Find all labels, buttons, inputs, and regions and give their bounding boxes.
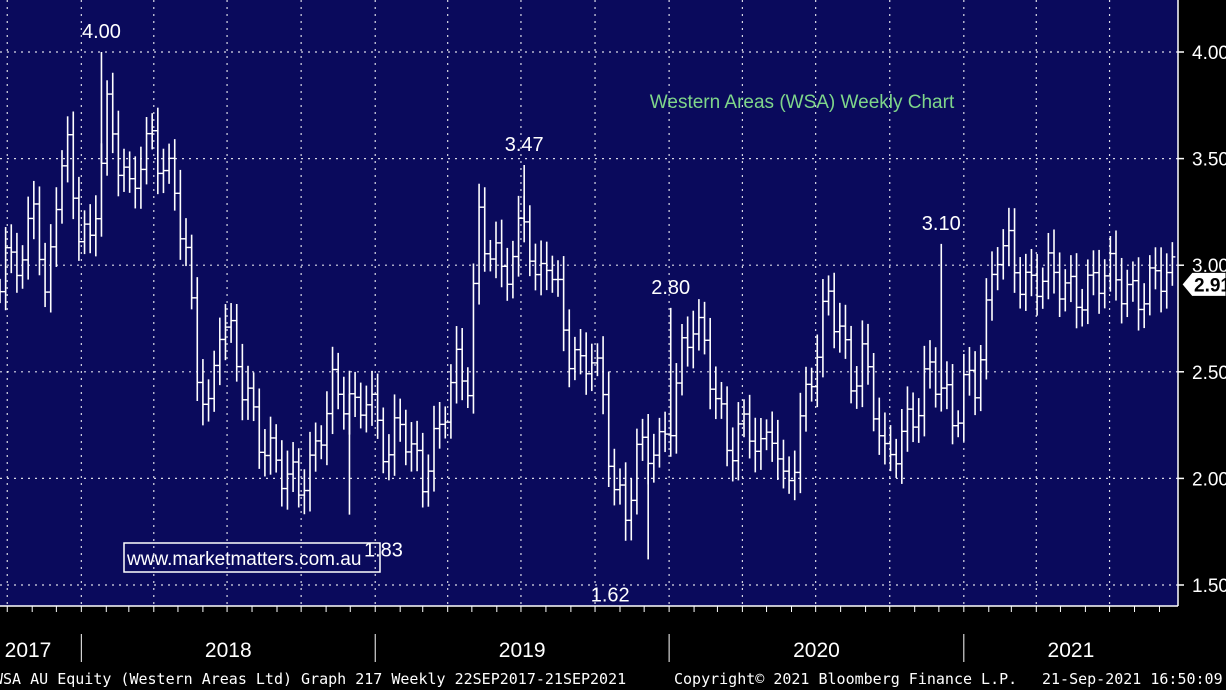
y-tick-label: 3.50 [1192, 150, 1226, 171]
x-tick-label: 2021 [1048, 639, 1095, 662]
annotation-label: 3.10 [922, 213, 961, 235]
x-tick-label: 2019 [499, 639, 546, 662]
watermark-box [123, 542, 381, 573]
plot-background [0, 0, 1178, 606]
chart-title: Western Areas (WSA) Weekly Chart [650, 92, 955, 113]
x-tick-label: 2018 [205, 639, 252, 662]
current-price-marker [1181, 271, 1226, 297]
annotation-label: 1.83 [364, 540, 403, 562]
y-axis: 4.003.503.002.502.001.50 [1177, 0, 1226, 606]
current-price-tag: 2.91 [1181, 271, 1226, 297]
y-tick-label: 2.00 [1192, 469, 1226, 490]
price-bars [0, 52, 1176, 560]
x-tick-label: 2017 [5, 639, 52, 662]
current-price-label: 2.91 [1194, 275, 1226, 296]
annotation-label: 3.47 [505, 134, 544, 156]
footer-copyright: Copyright© 2021 Bloomberg Finance L.P. [674, 670, 1017, 688]
footer-security-info: WSA AU Equity (Western Areas Ltd) Graph … [0, 670, 626, 688]
x-axis: 2017 2018 2019 2020 2021 [0, 605, 1178, 662]
y-tick-label: 2.50 [1192, 363, 1226, 384]
footer: WSA AU Equity (Western Areas Ltd) Graph … [0, 670, 1223, 688]
x-tick-label: 2020 [793, 639, 840, 662]
y-tick-label: 1.50 [1192, 576, 1226, 597]
watermark-link[interactable]: www.marketmatters.com.au [126, 549, 361, 570]
gridlines [0, 0, 1178, 606]
annotation-label: 2.80 [651, 277, 690, 299]
annotation-label: 1.62 [591, 584, 630, 606]
y-tick-label: 4.00 [1192, 43, 1226, 64]
annotations: 4.00 1.83 3.47 1.62 2.80 3.10 [82, 21, 961, 606]
footer-timestamp: 21-Sep-2021 16:50:09 [1042, 670, 1223, 688]
annotation-label: 4.00 [82, 21, 121, 43]
